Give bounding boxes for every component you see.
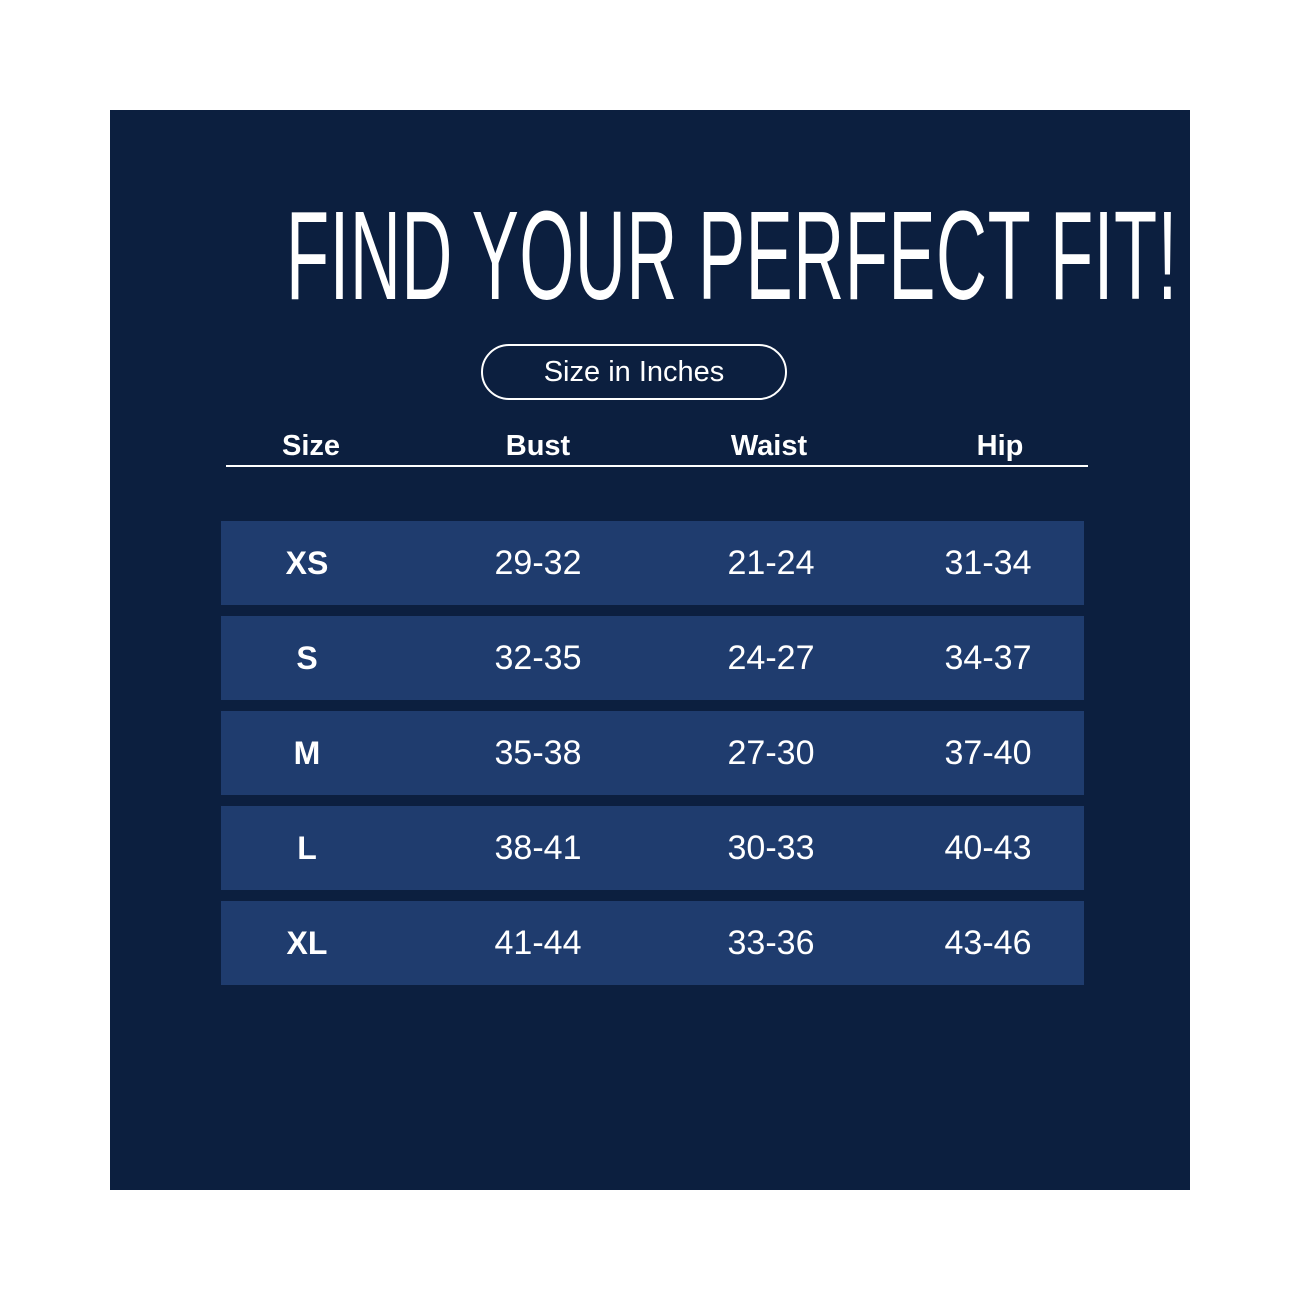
bust-cell: 35-38 (494, 734, 582, 772)
header-size: Size (281, 430, 341, 462)
header-divider (226, 465, 1088, 467)
header-bust: Bust (505, 430, 571, 462)
waist-cell: 27-30 (727, 734, 815, 772)
bust-cell: 38-41 (494, 829, 582, 867)
hip-cell: 40-43 (944, 829, 1032, 867)
waist-cell: 30-33 (727, 829, 815, 867)
waist-cell: 33-36 (727, 924, 815, 962)
hip-cell: 34-37 (944, 639, 1032, 677)
hip-cell: 31-34 (944, 544, 1032, 582)
size-cell: XL (286, 925, 328, 961)
table-row: L 38-41 30-33 40-43 (221, 806, 1084, 890)
unit-badge: Size in Inches (481, 344, 787, 400)
size-cell: XS (285, 545, 329, 581)
waist-cell: 24-27 (727, 639, 815, 677)
size-cell: M (293, 735, 321, 771)
table-row: XS 29-32 21-24 31-34 (221, 521, 1084, 605)
page-title: FIND YOUR PERFECT FIT! (286, 185, 1178, 326)
hip-cell: 37-40 (944, 734, 1032, 772)
size-cell: L (297, 830, 317, 866)
hip-cell: 43-46 (944, 924, 1032, 962)
bust-cell: 41-44 (494, 924, 582, 962)
table-row: M 35-38 27-30 37-40 (221, 711, 1084, 795)
bust-cell: 32-35 (494, 639, 582, 677)
table-row: S 32-35 24-27 34-37 (221, 616, 1084, 700)
header-waist: Waist (730, 430, 808, 462)
waist-cell: 21-24 (727, 544, 815, 582)
header-hip: Hip (976, 430, 1024, 462)
table-row: XL 41-44 33-36 43-46 (221, 901, 1084, 985)
bust-cell: 29-32 (494, 544, 582, 582)
size-cell: S (296, 640, 318, 676)
